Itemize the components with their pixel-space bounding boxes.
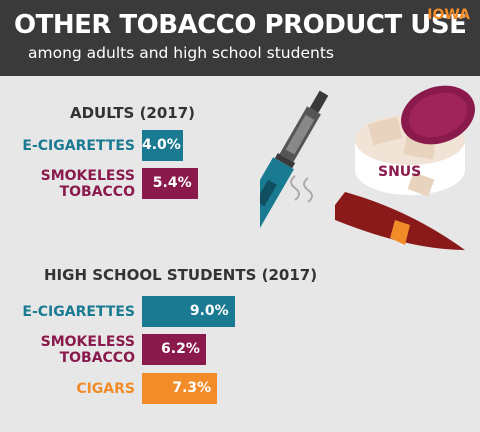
value-label: 5.4% [152, 175, 192, 191]
header: OTHER TOBACCO PRODUCT USE among adults a… [0, 0, 480, 76]
illustration: SNUS [260, 85, 475, 256]
value-label: 4.0% [142, 137, 181, 153]
bar [142, 334, 206, 365]
category-label: SMOKELESS TOBACCO [40, 167, 135, 200]
category-label: SMOKELESS TOBACCO [40, 333, 135, 366]
snus-label: SNUS [378, 164, 421, 180]
cigar [290, 175, 465, 250]
state-label: IOWA [427, 7, 470, 23]
chart-title: ADULTS (2017) [70, 104, 196, 122]
chart-title: HIGH SCHOOL STUDENTS (2017) [44, 266, 318, 284]
bar [142, 168, 198, 199]
category-label: E-CIGARETTES [22, 137, 135, 154]
bar [142, 130, 184, 161]
bar [142, 296, 235, 327]
subtitle: among adults and high school students [28, 44, 334, 62]
category-label: E-CIGARETTES [22, 303, 135, 320]
value-label: 7.3% [172, 380, 212, 396]
snus-tin: SNUS [355, 85, 475, 197]
value-label: 9.0% [189, 303, 229, 319]
category-label: CIGARS [76, 380, 135, 397]
title: OTHER TOBACCO PRODUCT USE [14, 10, 467, 40]
value-label: 6.2% [161, 341, 200, 357]
bar [142, 373, 218, 404]
e-cigarette [260, 90, 329, 256]
